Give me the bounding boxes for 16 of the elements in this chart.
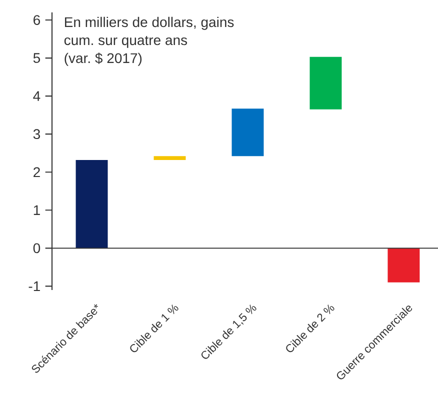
annotation: En milliers de dollars, gains	[65, 16, 234, 30]
y-tick-label: 3	[33, 129, 40, 140]
y-tick-label: -1	[28, 281, 40, 292]
y-tick-label: 5	[33, 53, 40, 63]
y-tick-label: 1	[34, 205, 40, 215]
annotation: (var. $ 2017)	[64, 52, 142, 66]
bar	[388, 248, 420, 282]
y-tick-label: 6	[34, 15, 40, 25]
bar	[76, 160, 108, 248]
y-tick-label: 2	[34, 167, 40, 178]
bar	[154, 156, 186, 160]
bar	[310, 56, 342, 110]
annotation: cum. sur quatre ans	[64, 36, 188, 48]
y-tick-label: 0	[33, 243, 40, 254]
bar	[232, 108, 264, 156]
y-tick-label: 4	[33, 91, 40, 101]
